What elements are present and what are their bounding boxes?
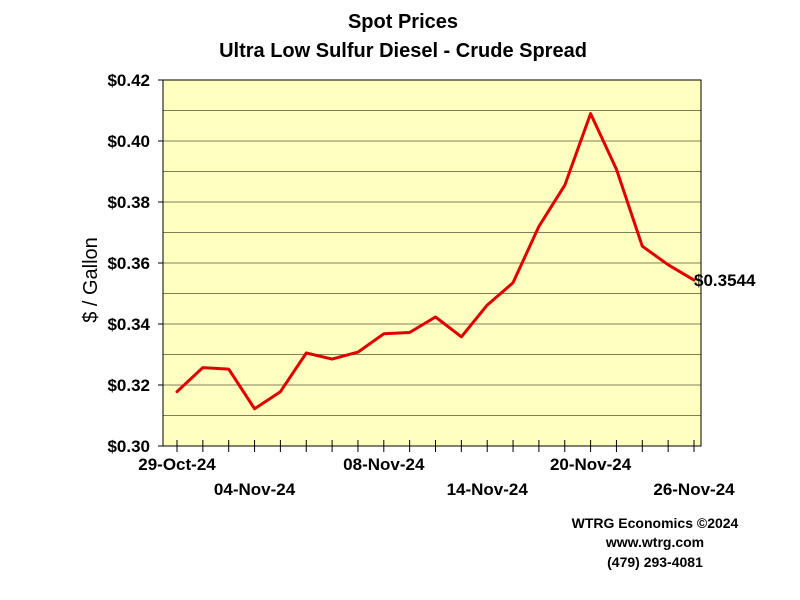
- chart-subtitle: Ultra Low Sulfur Diesel - Crude Spread: [219, 40, 587, 62]
- y-axis: $0.30 $0.32 $0.34 $0.36 $0.38 $0.40 $0.42: [107, 71, 163, 456]
- x-tick-label: 14-Nov-24: [447, 480, 529, 499]
- series-line: [175, 112, 696, 411]
- x-tick-label: 20-Nov-24: [550, 455, 632, 474]
- grid: [163, 110, 701, 416]
- credit-line-3: (479) 293-4081: [607, 554, 703, 570]
- x-axis: 29-Oct-24 04-Nov-24 08-Nov-24 14-Nov-24 20-N…: [138, 440, 735, 499]
- y-tick-label: $0.30: [107, 437, 150, 456]
- x-tick-label: 29-Oct-24: [138, 455, 216, 474]
- y-tick-label: $0.36: [107, 254, 150, 273]
- x-tick-label: 26-Nov-24: [653, 480, 735, 499]
- y-tick-label: $0.42: [107, 71, 150, 90]
- credit-line-2: www.wtrg.com: [605, 534, 704, 550]
- x-tick-label: 08-Nov-24: [343, 455, 425, 474]
- credit-line-1: WTRG Economics ©2024: [572, 515, 739, 531]
- y-tick-label: $0.32: [107, 376, 150, 395]
- y-tick-label: $0.34: [107, 315, 150, 334]
- y-tick-label: $0.40: [107, 132, 150, 151]
- chart-title: Spot Prices: [348, 11, 458, 33]
- series-group: [175, 112, 696, 411]
- x-tick-label: 04-Nov-24: [214, 480, 296, 499]
- y-tick-label: $0.38: [107, 193, 150, 212]
- y-axis-label: $ / Gallon: [80, 237, 102, 323]
- end-value-label: $0.3544: [694, 271, 756, 290]
